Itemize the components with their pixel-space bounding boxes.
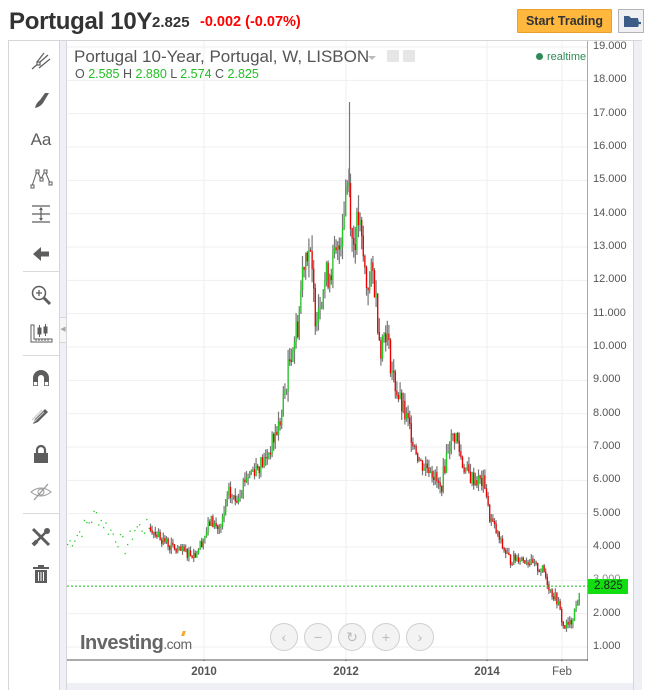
y-tick-label: 12.000 — [593, 273, 627, 286]
instrument-title: Portugal 10Y — [9, 8, 153, 35]
measure-icon — [32, 205, 50, 223]
y-tick-label: 18.000 — [593, 73, 627, 86]
lock-icon — [34, 444, 48, 463]
arrow-left-icon — [33, 247, 49, 261]
chart-axes — [67, 41, 588, 661]
scroll-right-button[interactable]: › — [406, 623, 434, 651]
scroll-left-button[interactable]: ‹ — [270, 623, 298, 651]
zoom-in-button[interactable]: + — [372, 623, 400, 651]
folder-plus-icon — [624, 16, 641, 27]
price-chart[interactable] — [67, 41, 588, 661]
candlestick-series — [67, 102, 580, 632]
toolbar-separator — [23, 271, 63, 272]
text-tool[interactable]: Aa — [28, 127, 54, 153]
trend-line-tool[interactable] — [28, 49, 54, 75]
brush-icon — [35, 93, 49, 108]
y-tick-label: 5.000 — [593, 506, 621, 519]
y-tick-label: 8.000 — [593, 406, 621, 419]
realtime-dot-icon — [536, 53, 543, 60]
toolbar-separator — [23, 355, 63, 356]
low-value: 2.574 — [180, 67, 212, 81]
y-tick-label: 17.000 — [593, 106, 627, 119]
legend-visibility-icon[interactable] — [387, 50, 399, 62]
y-tick-label: 14.000 — [593, 206, 627, 219]
reset-chart-button[interactable]: ↻ — [338, 623, 366, 651]
x-tick-label: 2014 — [474, 666, 500, 678]
magnet-tool[interactable] — [28, 365, 54, 391]
y-tick-label: 13.000 — [593, 240, 627, 252]
right-panel-strip — [633, 41, 642, 690]
high-value: 2.880 — [135, 67, 167, 81]
x-tick-label: Feb — [552, 666, 572, 678]
y-tick-label: 10.000 — [593, 340, 627, 352]
candles-ruler-icon — [30, 324, 53, 343]
y-tick-label: 4.000 — [593, 540, 621, 552]
logo-main: Investing — [80, 632, 164, 654]
pencil-icon — [31, 409, 48, 424]
magnet-icon — [33, 370, 49, 386]
text-icon: Aa — [30, 130, 52, 149]
open-value: 2.585 — [88, 67, 120, 81]
hide-drawings-tool[interactable] — [28, 479, 54, 505]
y-tick-label: 2.000 — [593, 606, 621, 619]
tools-icon — [31, 527, 51, 547]
high-label: H — [122, 67, 133, 81]
y-tick-label: 16.000 — [593, 140, 627, 152]
x-tick-label: 2012 — [333, 666, 359, 678]
current-price-tag: 2.825 — [588, 579, 628, 594]
realtime-indicator: realtime — [536, 51, 586, 63]
toolbar-collapse-strip — [60, 41, 67, 690]
magnifier-plus-icon — [31, 285, 52, 306]
investing-logo: Investing.com — [80, 631, 192, 655]
bottom-scroll-strip[interactable] — [67, 683, 633, 690]
logo-suffix: .com — [163, 636, 192, 652]
legend-dropdown-icon[interactable] — [368, 56, 376, 60]
chart-frame — [8, 40, 642, 690]
y-tick-label: 11.000 — [593, 306, 626, 319]
measure-tool[interactable] — [28, 201, 54, 227]
legend-title[interactable]: Portugal 10-Year, Portugal, W, LISBON — [74, 47, 370, 66]
realtime-label: realtime — [547, 51, 587, 63]
start-trading-button[interactable]: Start Trading — [517, 9, 612, 33]
crossed-lines-icon — [31, 52, 51, 70]
zoom-in-tool[interactable] — [28, 282, 54, 308]
close-value: 2.825 — [227, 67, 259, 81]
ohlc-values: O 2.585 H 2.880 L 2.574 C 2.825 — [75, 67, 259, 81]
y-tick-label: 6.000 — [593, 473, 621, 486]
price-change: -0.002 (-0.07%) — [200, 14, 301, 30]
y-tick-label: 19.000 — [593, 40, 627, 52]
add-to-portfolio-button[interactable] — [618, 9, 644, 33]
low-label: L — [170, 67, 177, 81]
chart-type-tool[interactable] — [28, 320, 54, 346]
pattern-tool[interactable] — [28, 165, 54, 191]
zoom-out-button[interactable]: − — [304, 623, 332, 651]
delete-drawings-tool[interactable] — [28, 561, 54, 587]
drawing-settings-tool[interactable] — [28, 524, 54, 550]
close-label: C — [215, 67, 225, 81]
y-tick-label: 1.000 — [593, 640, 621, 652]
last-price: 2.825 — [152, 14, 190, 31]
legend-settings-icon[interactable] — [403, 50, 415, 62]
drawing-toolbar: Aa — [9, 41, 63, 690]
back-tool[interactable] — [28, 241, 54, 267]
y-tick-label: 9.000 — [593, 373, 621, 386]
open-label: O — [75, 67, 85, 81]
brush-tool[interactable] — [28, 88, 54, 114]
chart-grid — [67, 41, 588, 660]
y-tick-label: 15.000 — [593, 173, 627, 186]
toolbar-separator — [23, 513, 63, 514]
lock-tool[interactable] — [28, 441, 54, 467]
pattern-icon — [30, 169, 53, 189]
quote-header: Portugal 10Y 2.825 -0.002 (-0.07%) Start… — [0, 0, 650, 40]
x-tick-label: 2010 — [191, 666, 217, 678]
toolbar-collapse-handle[interactable]: ◀ — [60, 317, 67, 343]
trash-icon — [33, 565, 49, 583]
eye-crossed-icon — [30, 483, 52, 501]
drawing-mode-tool[interactable] — [28, 403, 54, 429]
y-tick-label: 7.000 — [593, 440, 621, 452]
